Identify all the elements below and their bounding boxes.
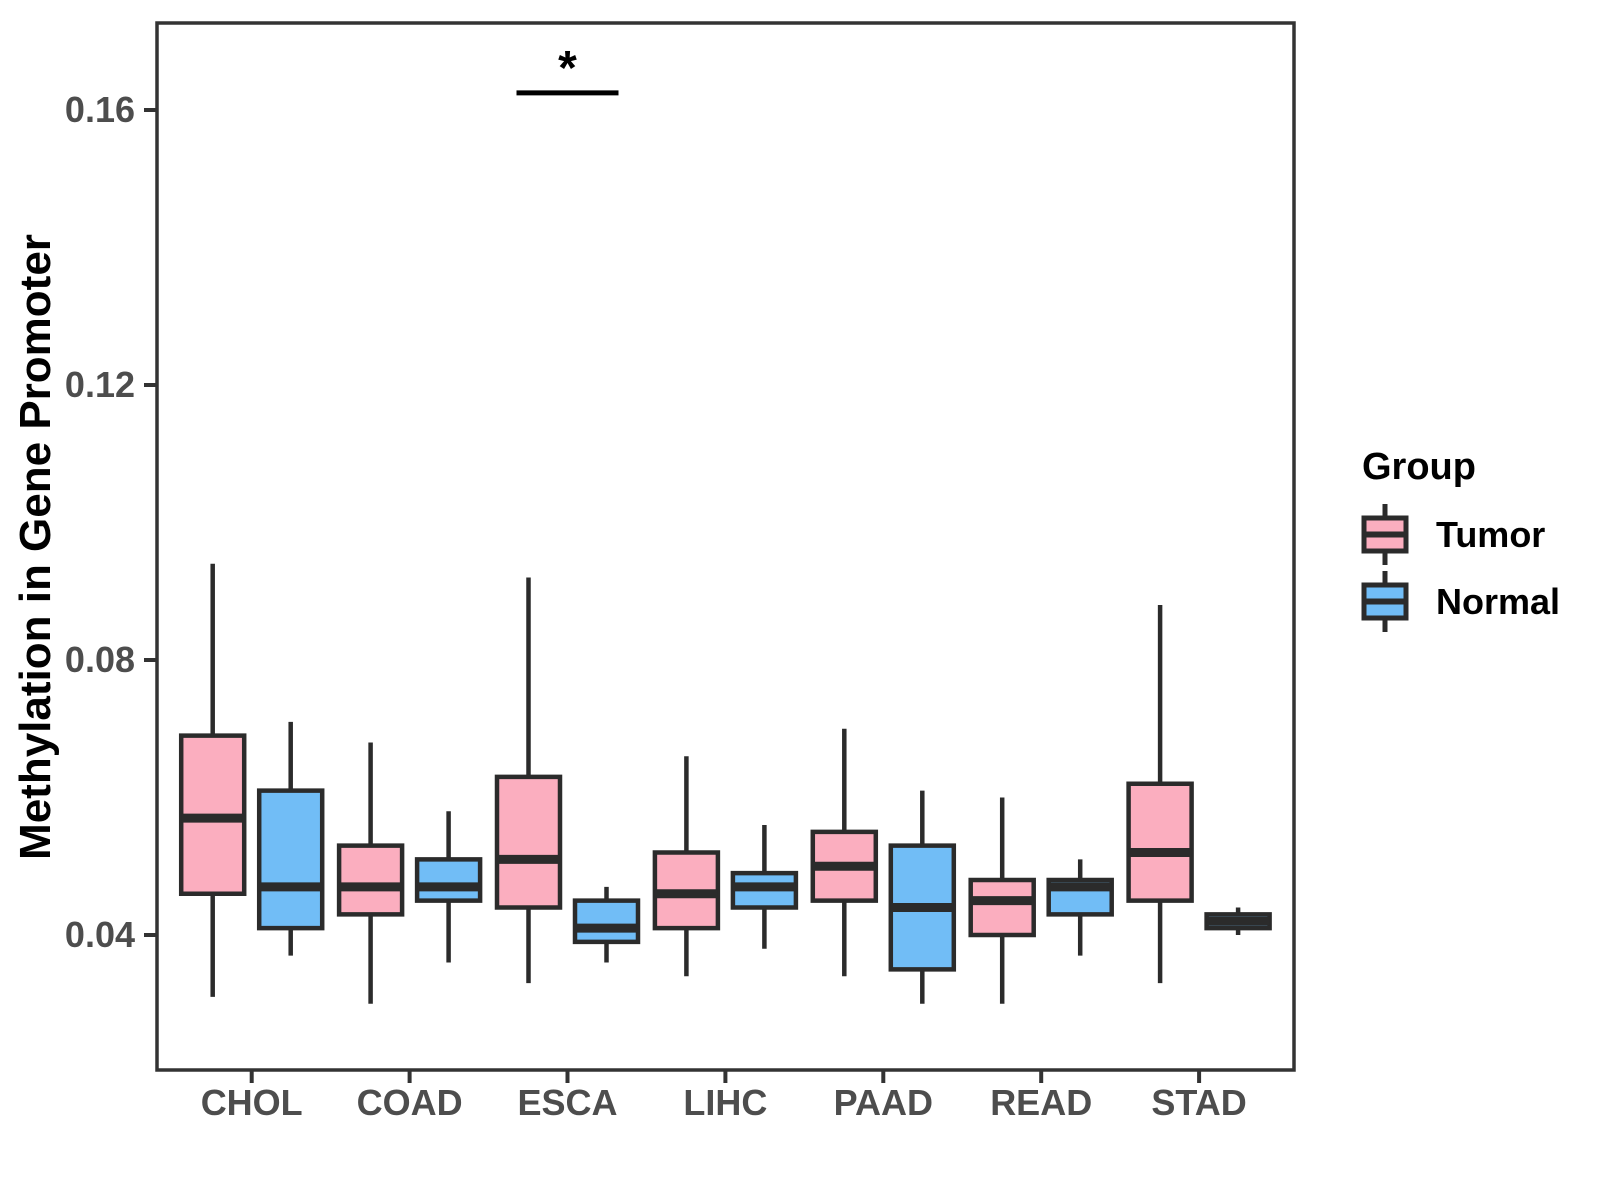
box-ESCA-Tumor (494, 774, 563, 910)
box-COAD-Tumor (336, 843, 405, 917)
y-tick-label: 0.04 (65, 914, 135, 955)
tumor-boxplot-key-icon (1361, 504, 1409, 565)
legend-title: Group (1362, 446, 1476, 488)
box-CHOL-Normal (256, 788, 325, 931)
panel-border (155, 21, 1296, 1072)
y-tick-label: 0.08 (65, 639, 135, 680)
x-tick-label: ESCA (517, 1082, 617, 1123)
legend-label-normal: Normal (1436, 580, 1561, 622)
y-tick-label: 0.16 (65, 89, 135, 130)
x-tick-label: CHOL (201, 1082, 303, 1123)
x-tick-label: LIHC (683, 1082, 767, 1123)
x-tick-label: STAD (1151, 1082, 1246, 1123)
x-tick-label: PAAD (834, 1082, 933, 1123)
legend-entry-tumor: Tumor (1356, 501, 1560, 568)
normal-boxplot-key-icon (1361, 571, 1409, 632)
significance-star: * (558, 42, 577, 95)
box-ESCA-Normal (572, 898, 641, 945)
box-COAD-Normal (414, 857, 483, 903)
box-STAD-Tumor (1126, 781, 1194, 903)
box-READ-Tumor (968, 877, 1036, 938)
y-tick-label: 0.12 (65, 364, 135, 405)
y-axis-title: Methylation in Gene Promoter (11, 234, 60, 860)
x-tick-label: COAD (357, 1082, 463, 1123)
x-tick-label: READ (990, 1082, 1092, 1123)
legend-label-tumor: Tumor (1436, 513, 1546, 555)
legend-entry-normal: Normal (1356, 568, 1560, 635)
legend: Group Tumor Normal (1356, 446, 1560, 635)
